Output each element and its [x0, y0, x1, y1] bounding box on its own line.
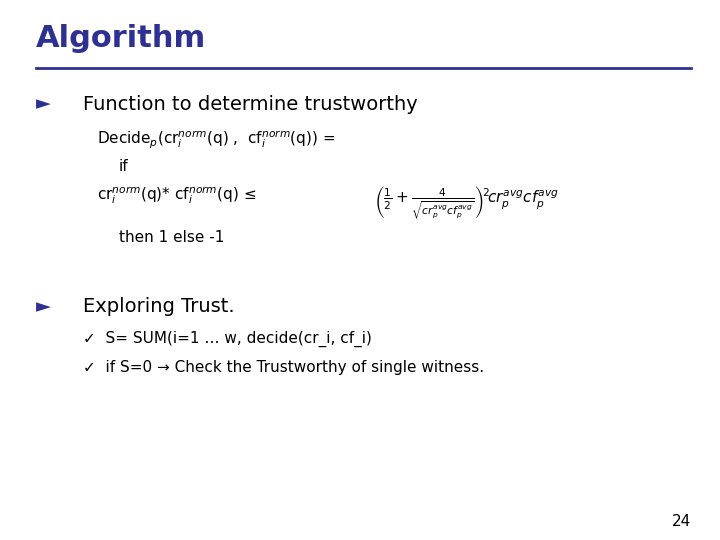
- Text: Function to determine trustworthy: Function to determine trustworthy: [83, 94, 418, 113]
- Text: ✓  S= SUM(i=1 … w, decide(cr_i, cf_i): ✓ S= SUM(i=1 … w, decide(cr_i, cf_i): [83, 331, 372, 347]
- Text: ✓  if S=0 → Check the Trustworthy of single witness.: ✓ if S=0 → Check the Trustworthy of sing…: [83, 360, 484, 375]
- Text: ►: ►: [36, 94, 51, 113]
- Text: Decide$_p$(cr$_i^{norm}$(q) ,  cf$_i^{norm}$(q)) =: Decide$_p$(cr$_i^{norm}$(q) , cf$_i^{nor…: [97, 129, 336, 151]
- Text: ►: ►: [36, 297, 51, 316]
- Text: cr$_i^{norm}$(q)* cf$_i^{norm}$(q) ≤: cr$_i^{norm}$(q)* cf$_i^{norm}$(q) ≤: [97, 185, 256, 206]
- Text: 24: 24: [672, 514, 691, 529]
- Text: then 1 else -1: then 1 else -1: [119, 230, 224, 245]
- Text: Algorithm: Algorithm: [36, 24, 206, 53]
- Text: Exploring Trust.: Exploring Trust.: [83, 297, 235, 316]
- Text: $\left(\frac{1}{2}+\frac{4}{\sqrt{cr_p^{avg}cf_p^{avg}}}\right)^{\!2}\!cr_p^{avg: $\left(\frac{1}{2}+\frac{4}{\sqrt{cr_p^{…: [374, 185, 559, 221]
- Text: if: if: [119, 159, 128, 174]
